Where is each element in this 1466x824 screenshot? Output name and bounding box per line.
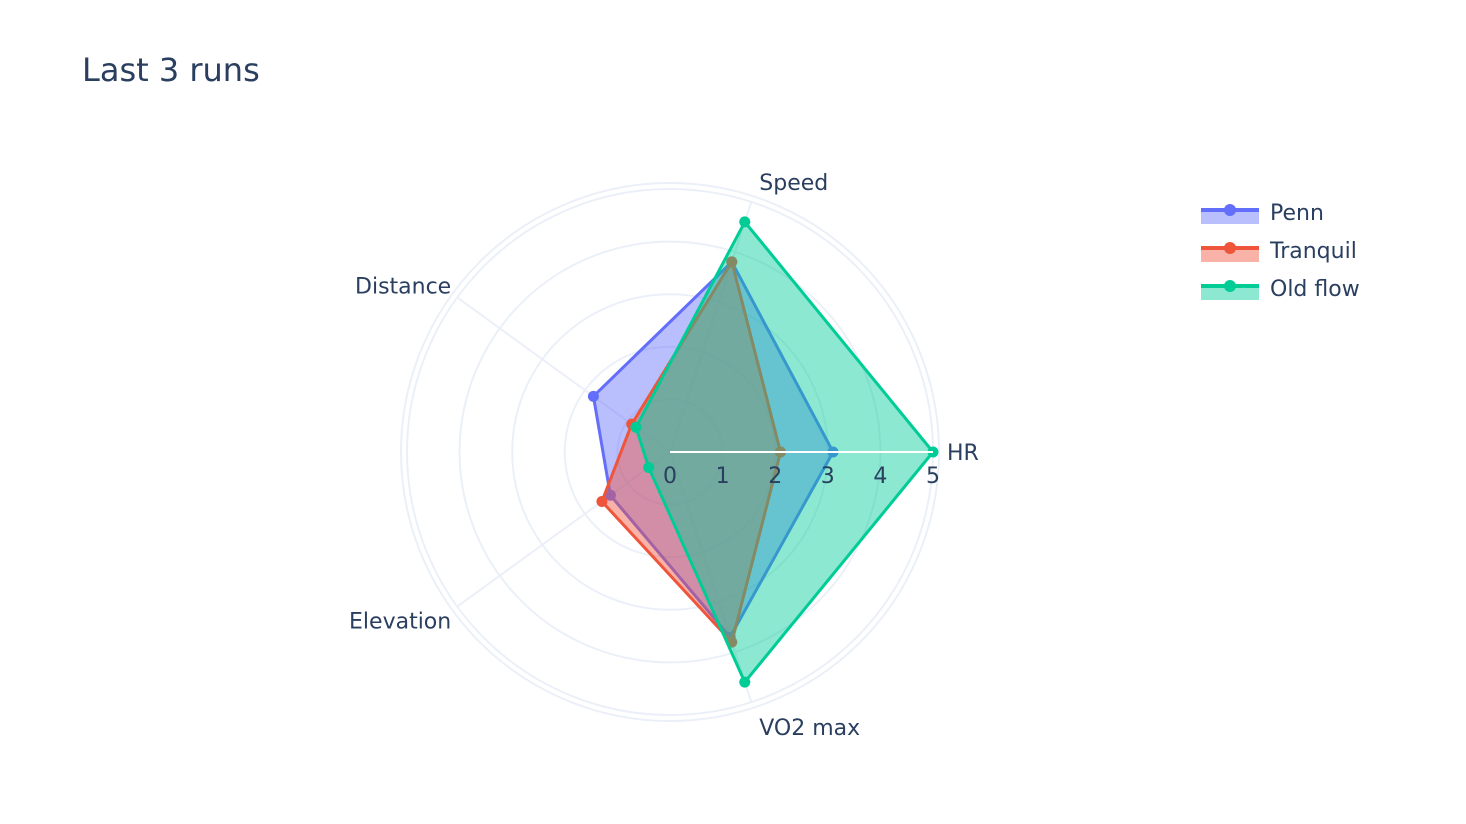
legend-item[interactable]: Tranquil bbox=[1201, 239, 1357, 264]
spoke-line bbox=[669, 201, 753, 453]
data-point bbox=[604, 489, 616, 501]
grid-outer-ring bbox=[400, 182, 940, 722]
spoke-line bbox=[669, 451, 753, 703]
legend-marker bbox=[1224, 280, 1236, 292]
data-point bbox=[739, 216, 751, 228]
legend-marker bbox=[1224, 242, 1236, 254]
legend-label: Tranquil bbox=[1269, 239, 1357, 264]
radial-axis: 0 1 2 3 4 5 bbox=[663, 451, 940, 489]
angular-axis-label: VO2 max bbox=[759, 716, 860, 741]
radial-tick-label: 4 bbox=[873, 464, 887, 489]
data-point bbox=[726, 256, 738, 268]
legend-item[interactable]: Penn bbox=[1201, 201, 1324, 226]
data-point bbox=[630, 421, 642, 433]
angular-axis-label: HR bbox=[947, 441, 979, 466]
data-point bbox=[739, 676, 751, 688]
spoke-line bbox=[456, 451, 671, 608]
radial-tick-label: 3 bbox=[821, 464, 835, 489]
angular-axis-label: Elevation bbox=[349, 610, 451, 635]
radial-tick-label: 0 bbox=[663, 464, 677, 489]
radial-tick-label: 2 bbox=[768, 464, 782, 489]
radial-tick-label: 1 bbox=[716, 464, 730, 489]
legend-swatch bbox=[1201, 210, 1259, 224]
angular-axis-label: Speed bbox=[759, 171, 828, 196]
data-point bbox=[643, 461, 655, 473]
angular-axis-label: Distance bbox=[355, 274, 451, 299]
legend-label: Old flow bbox=[1270, 277, 1360, 302]
axis-labels: HR Speed Distance Elevation VO2 max bbox=[349, 171, 979, 741]
series-area bbox=[591, 260, 835, 639]
radial-tick-label: 5 bbox=[926, 464, 940, 489]
chart-title: Last 3 runs bbox=[82, 51, 260, 89]
legend-marker bbox=[1224, 204, 1236, 216]
legend-label: Penn bbox=[1270, 201, 1324, 226]
data-point bbox=[587, 390, 599, 402]
legend: Penn Tranquil Old flow bbox=[1201, 201, 1360, 302]
legend-swatch bbox=[1201, 248, 1259, 262]
legend-item[interactable]: Old flow bbox=[1201, 277, 1360, 302]
data-point bbox=[596, 495, 608, 507]
legend-swatch bbox=[1201, 286, 1259, 300]
